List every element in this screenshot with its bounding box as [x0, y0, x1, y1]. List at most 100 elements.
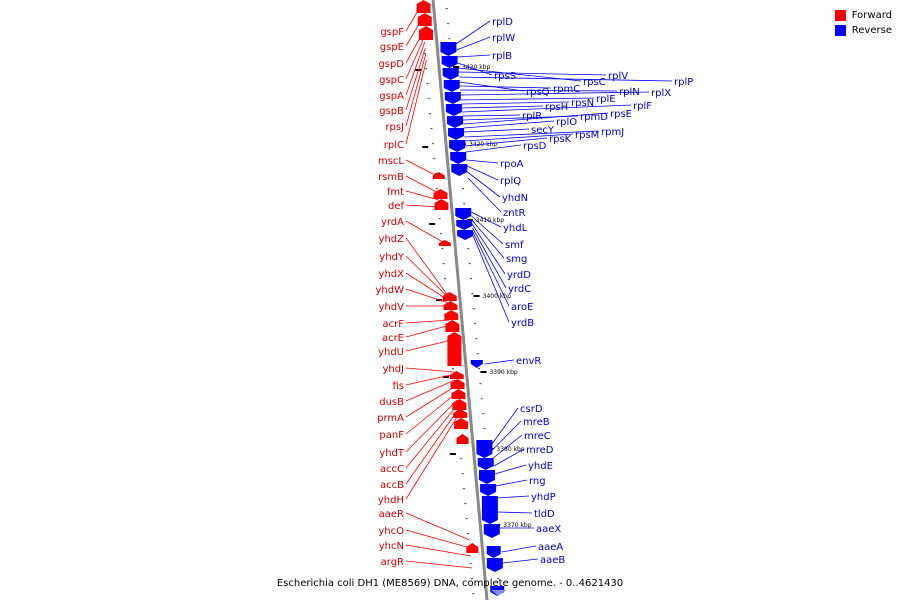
reverse-gene-glyph — [455, 208, 472, 220]
reverse-label-connector — [460, 97, 595, 101]
forward-gene-label: dusB — [379, 397, 404, 408]
track-dot — [444, 278, 447, 280]
reverse-label-connector — [466, 159, 499, 164]
forward-gene-glyph — [451, 389, 466, 399]
reverse-label-connector — [460, 89, 618, 92]
forward-label-connector — [405, 288, 449, 304]
track-dot — [445, 8, 448, 10]
track-dot — [448, 38, 451, 40]
reverse-gene-label: aaeA — [538, 542, 563, 553]
forward-label-connector — [405, 560, 473, 569]
forward-label-connector — [405, 4, 422, 32]
forward-label-connector — [405, 379, 456, 402]
forward-label-connector — [405, 220, 443, 243]
reverse-gene-label: smg — [506, 254, 527, 265]
reverse-gene-label: tldD — [534, 509, 555, 520]
forward-gene-label: gspF — [380, 27, 404, 38]
forward-gene-label: acrF — [383, 319, 405, 330]
forward-label-connector — [405, 409, 459, 485]
reverse-gene-label: rpsE — [610, 109, 632, 120]
forward-gene-label: yhdV — [379, 302, 405, 313]
forward-gene-label: argR — [381, 557, 404, 568]
reverse-gene-glyph — [442, 68, 459, 80]
reverse-gene-label: rplN — [619, 87, 640, 98]
reverse-label-connector — [491, 407, 519, 445]
reverse-gene-glyph — [444, 92, 461, 104]
reverse-gene-label: rplB — [492, 51, 512, 62]
forward-gene-label: yrdA — [381, 217, 404, 228]
reverse-gene-glyph — [481, 496, 498, 524]
forward-gene-label: yhcO — [378, 526, 404, 537]
track-dot — [482, 413, 485, 415]
reverse-label-connector — [461, 101, 570, 105]
forward-gene-glyph — [432, 172, 445, 179]
track-dot — [461, 188, 464, 190]
track-dot — [467, 248, 470, 250]
forward-label-connector — [405, 373, 455, 386]
track-dot — [480, 398, 483, 400]
track-dot — [447, 23, 450, 25]
reverse-gene-glyph — [440, 42, 457, 56]
forward-label-connector — [405, 324, 451, 338]
track-dot — [466, 533, 469, 535]
forward-gene-label: yhdT — [379, 448, 405, 459]
reverse-gene-label: rplW — [492, 33, 515, 44]
reverse-gene-label: rpmD — [580, 112, 608, 123]
reverse-gene-label: rplE — [596, 94, 616, 105]
track-dot — [461, 473, 464, 475]
reverse-label-connector — [458, 76, 673, 82]
forward-label-connector — [405, 272, 449, 301]
reverse-label-connector — [496, 495, 530, 499]
reverse-label-connector — [464, 133, 574, 142]
track-dot — [463, 203, 466, 205]
reverse-gene-glyph — [491, 590, 507, 596]
track-dot — [430, 128, 433, 130]
forward-gene-label: yhdX — [379, 269, 405, 280]
forward-gene-glyph — [416, 0, 431, 13]
reverse-label-connector — [472, 235, 510, 323]
reverse-gene-label: rpsH — [545, 102, 568, 113]
reverse-gene-label: smf — [505, 240, 524, 251]
reverse-gene-label: yrdB — [511, 318, 534, 329]
reverse-gene-label: yhdL — [503, 223, 528, 234]
legend: Forward Reverse — [834, 8, 892, 38]
genome-spine — [431, 0, 489, 600]
track-dot — [474, 323, 477, 325]
scale-label: 3390 kbp — [489, 369, 517, 376]
reverse-label-connector — [455, 20, 491, 45]
reverse-gene-label: aaeX — [536, 524, 561, 535]
track-dot — [464, 503, 467, 505]
forward-gene-label: acrE — [382, 333, 404, 344]
forward-gene-label: accC — [380, 464, 404, 475]
track-dot — [478, 368, 481, 370]
reverse-gene-label: rng — [529, 476, 546, 487]
reverse-gene-label: rplF — [633, 101, 652, 112]
reverse-label-connector — [472, 231, 510, 307]
reverse-gene-label: rplQ — [500, 176, 521, 187]
reverse-label-connector — [458, 71, 607, 76]
forward-gene-label: mscL — [378, 156, 404, 167]
reverse-gene-glyph — [450, 152, 467, 164]
forward-gene-label: yhdH — [378, 495, 404, 506]
scale-tick — [453, 66, 460, 68]
forward-label-connector — [405, 53, 427, 127]
reverse-gene-label: rpsS — [494, 71, 516, 82]
forward-gene-glyph — [445, 320, 460, 332]
reverse-gene-glyph — [470, 360, 483, 368]
forward-gene-label: yhdJ — [382, 364, 404, 375]
track-dot — [462, 488, 465, 490]
reverse-label-connector — [463, 112, 609, 125]
reverse-label-connector — [467, 171, 501, 198]
forward-label-connector — [405, 392, 457, 435]
scale-label: 3430 kbp — [462, 64, 490, 71]
reverse-label-connector — [502, 558, 539, 564]
scale-label: 3410 kbp — [476, 217, 504, 224]
forward-gene-label: gspA — [379, 91, 404, 102]
forward-gene-glyph — [444, 310, 459, 320]
legend-reverse: Reverse — [834, 23, 892, 38]
reverse-gene-label: rplV — [608, 71, 628, 82]
track-dot — [434, 173, 437, 175]
track-dot — [452, 368, 455, 370]
forward-gene-label: yhdW — [376, 285, 405, 296]
track-dot — [468, 263, 471, 265]
